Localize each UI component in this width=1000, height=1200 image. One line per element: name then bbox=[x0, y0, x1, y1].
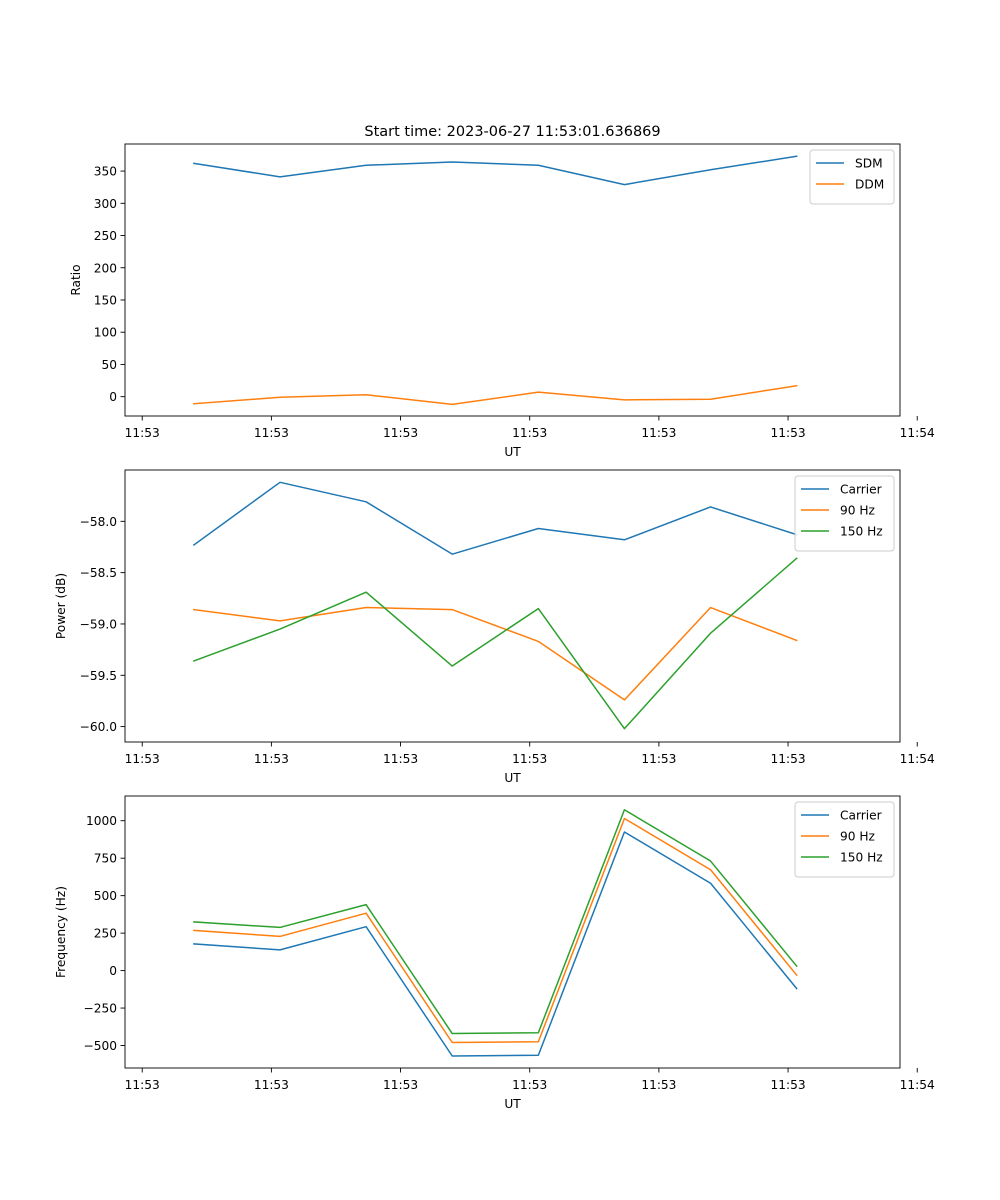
legend-label: 90 Hz bbox=[840, 504, 875, 518]
y-tick-label: 50 bbox=[101, 358, 117, 372]
y-tick-label: 250 bbox=[94, 927, 117, 941]
y-tick-label: 250 bbox=[94, 229, 117, 243]
x-tick-label: 11:53 bbox=[512, 752, 547, 766]
legend-label: 150 Hz bbox=[840, 851, 883, 865]
legend-label: Carrier bbox=[840, 483, 883, 497]
x-tick-label: 11:53 bbox=[770, 1078, 805, 1092]
legend-label: 150 Hz bbox=[840, 525, 883, 539]
y-tick-label: 150 bbox=[94, 293, 117, 307]
series-line-90-hz bbox=[193, 606, 798, 701]
y-axis-label: Ratio bbox=[69, 264, 83, 295]
y-tick-label: 300 bbox=[94, 197, 117, 211]
legend-label: DDM bbox=[855, 178, 884, 192]
y-axis-label: Frequency (Hz) bbox=[54, 886, 68, 978]
x-tick-label: 11:53 bbox=[383, 1078, 418, 1092]
y-tick-label: 500 bbox=[94, 889, 117, 903]
y-tick-label: −58.5 bbox=[80, 566, 117, 580]
x-tick-label: 11:53 bbox=[770, 752, 805, 766]
x-tick-label: 11:53 bbox=[125, 1078, 160, 1092]
y-tick-label: −500 bbox=[84, 1039, 117, 1053]
y-tick-label: −60.0 bbox=[80, 720, 117, 734]
legend-label: Carrier bbox=[840, 809, 883, 823]
x-tick-label: 11:53 bbox=[770, 426, 805, 440]
y-tick-label: 750 bbox=[94, 852, 117, 866]
series-line-150-hz bbox=[193, 809, 798, 1035]
x-axis-label: UT bbox=[504, 1097, 521, 1111]
subplot-3: 11:53 11:53 11:53 11:53 11:53 11:53 11:54 −500 −… bbox=[54, 795, 935, 1111]
y-tick-label: 0 bbox=[109, 964, 117, 978]
figure-title: Start time: 2023-06-27 11:53:01.636869 bbox=[364, 124, 660, 140]
y-tick-label: −58.0 bbox=[80, 515, 117, 529]
x-tick-label: 11:53 bbox=[125, 426, 160, 440]
series-line-sdm bbox=[193, 155, 798, 186]
series-line-90-hz bbox=[193, 817, 798, 1044]
x-tick-label: 11:53 bbox=[512, 1078, 547, 1092]
y-tick-label: 200 bbox=[94, 261, 117, 275]
x-tick-label: 11:53 bbox=[641, 752, 676, 766]
x-tick-label: 11:53 bbox=[512, 426, 547, 440]
y-tick-label: −59.0 bbox=[80, 617, 117, 631]
y-tick-label: −250 bbox=[84, 1002, 117, 1016]
x-axis-label: UT bbox=[504, 445, 521, 459]
y-tick-label: 100 bbox=[94, 326, 117, 340]
x-tick-label: 11:53 bbox=[383, 426, 418, 440]
x-tick-label: 11:54 bbox=[900, 1078, 935, 1092]
x-tick-label: 11:54 bbox=[900, 426, 935, 440]
x-tick-label: 11:53 bbox=[254, 426, 289, 440]
x-tick-label: 11:53 bbox=[254, 752, 289, 766]
x-tick-label: 11:53 bbox=[254, 1078, 289, 1092]
legend: Carrier 90 Hz 150 Hz bbox=[794, 475, 895, 552]
legend-label: SDM bbox=[855, 157, 883, 171]
axes-frame bbox=[124, 469, 901, 743]
x-axis-label: UT bbox=[504, 771, 521, 785]
subplot-2: 11:53 11:53 11:53 11:53 11:53 11:53 11:54 −60.0… bbox=[54, 469, 935, 785]
legend-label: 90 Hz bbox=[840, 830, 875, 844]
series-line-carrier bbox=[193, 831, 798, 1057]
x-tick-label: 11:54 bbox=[900, 752, 935, 766]
y-tick-label: 1000 bbox=[86, 814, 117, 828]
series-line-150-hz bbox=[192, 557, 798, 730]
x-tick-label: 11:53 bbox=[641, 426, 676, 440]
series-line-carrier bbox=[192, 481, 798, 555]
legend-frame bbox=[794, 801, 895, 878]
legend-frame bbox=[794, 475, 895, 552]
axes-frame bbox=[124, 143, 901, 417]
y-tick-label: 0 bbox=[109, 390, 117, 404]
series-line-ddm bbox=[193, 384, 798, 406]
x-tick-label: 11:53 bbox=[641, 1078, 676, 1092]
subplots: 11:53 11:53 11:53 11:53 11:53 11:53 11:54 0 50 10… bbox=[54, 143, 935, 1111]
x-tick-label: 11:53 bbox=[125, 752, 160, 766]
subplot-1: 11:53 11:53 11:53 11:53 11:53 11:53 11:54 0 50 10… bbox=[69, 143, 935, 459]
y-tick-label: −59.5 bbox=[80, 669, 117, 683]
axes-frame bbox=[124, 795, 901, 1069]
legend: SDM DDM bbox=[809, 149, 895, 205]
y-tick-label: 350 bbox=[94, 165, 117, 179]
y-axis-label: Power (dB) bbox=[54, 573, 68, 639]
legend: Carrier 90 Hz 150 Hz bbox=[794, 801, 895, 878]
x-tick-label: 11:53 bbox=[383, 752, 418, 766]
